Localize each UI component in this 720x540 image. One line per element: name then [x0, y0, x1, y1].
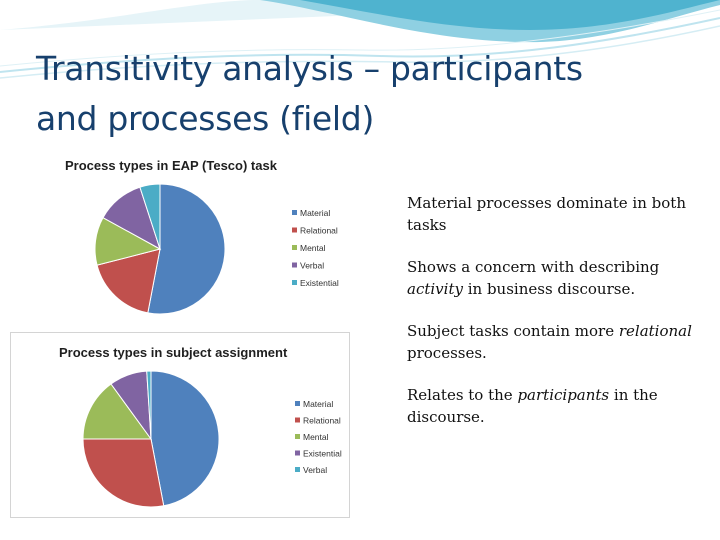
pie-chart-panel-subject-assignment: Process types in subject assignment Mater… [10, 332, 350, 518]
legend-label: Relational [300, 226, 338, 236]
bullet-text: Material processes dominate in both task… [407, 194, 686, 234]
legend-label: Material [303, 399, 333, 409]
legend-label: Mental [300, 243, 326, 253]
bullet-item: Subject tasks contain more relational pr… [407, 320, 707, 364]
bullet-emphasis: participants [517, 386, 610, 404]
chart-title: Process types in subject assignment [59, 345, 288, 360]
pie-slice-relational [82, 438, 165, 508]
legend-swatch [292, 280, 297, 285]
pie-slice-material [150, 370, 220, 507]
bullet-text: Relates to the [407, 386, 518, 404]
bullet-emphasis: activity [407, 280, 463, 298]
legend-swatch [295, 417, 300, 423]
bullet-item: Shows a concern with describing activity… [407, 256, 707, 300]
bullet-text: in the discourse. [407, 386, 658, 426]
bullet-text: Subject tasks contain more [407, 322, 619, 340]
bullet-item: Material processes dominate in both task… [407, 192, 707, 236]
legend-swatch [295, 467, 300, 472]
legend-label: Relational [303, 416, 341, 426]
pie-slice-material [147, 183, 226, 315]
pie-slice-relational [96, 248, 161, 314]
header-wave-decoration [0, 0, 720, 79]
slide-title-line-2: and processes (field) [36, 99, 375, 138]
bullet-emphasis: relational [618, 322, 692, 340]
bullet-item: Relates to the participants in the disco… [407, 384, 707, 428]
legend-swatch [295, 450, 300, 456]
pie-slice-verbal [146, 370, 152, 440]
pie-chart-subject-assignment: Process types in subject assignment Mater… [59, 345, 342, 508]
legend-label: Verbal [300, 261, 324, 271]
pie-slice-mental [82, 383, 152, 440]
pie-chart-eap-task: Process types in EAP (Tesco) task Materia… [65, 158, 339, 315]
slide-title: Transitivity analysis – participants and… [36, 44, 696, 144]
bullet-text: processes. [407, 344, 487, 362]
legend-swatch [295, 401, 300, 406]
legend-swatch [292, 245, 297, 250]
pie-chart-panel-eap-task: Process types in EAP (Tesco) task Materia… [10, 148, 350, 326]
legend-swatch [292, 210, 297, 215]
slide-title-line-1: Transitivity analysis – participants [36, 49, 583, 88]
chart-title: Process types in EAP (Tesco) task [65, 158, 278, 173]
legend-swatch [292, 227, 297, 233]
legend-label: Existential [303, 449, 342, 459]
legend-label: Existential [300, 278, 339, 288]
legend-label: Verbal [303, 465, 327, 475]
legend-label: Mental [303, 432, 329, 442]
bullet-text: Shows a concern with describing [407, 258, 660, 276]
pie-slice-existential [139, 183, 161, 250]
bullet-text: in business discourse. [462, 280, 636, 298]
legend-swatch [292, 262, 297, 268]
legend-label: Material [300, 208, 330, 218]
bullet-list: Material processes dominate in both task… [407, 192, 707, 448]
legend-swatch [295, 434, 300, 439]
